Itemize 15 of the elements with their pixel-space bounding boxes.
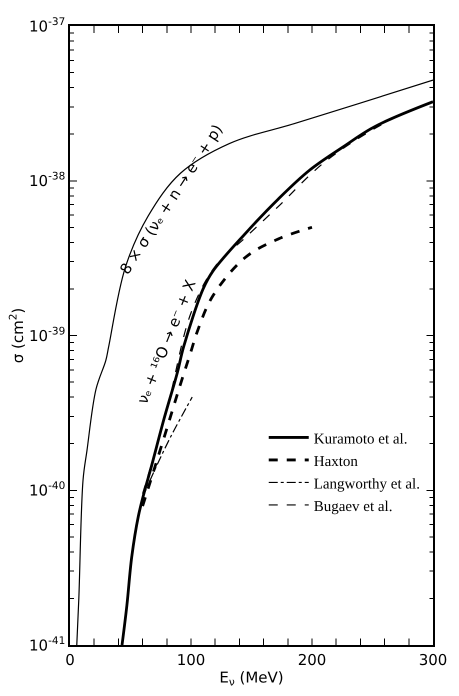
annotation: νₑ + ¹⁶O → e⁻ + X: [133, 277, 200, 407]
x-tick-label: 200: [298, 650, 326, 669]
x-tick-label: 0: [65, 650, 75, 669]
x-tick-label: 300: [418, 650, 448, 669]
y-tick-label: 10$^{-37}$: [29, 16, 66, 36]
legend-label: Kuramoto et al.: [314, 431, 408, 448]
y-tick-label: 10$^{-41}$: [29, 634, 66, 654]
y-tick-label: 10$^{-39}$: [29, 325, 66, 345]
legend-label: Langworthy et al.: [314, 476, 420, 492]
legend-label: Bugaev et al.: [314, 498, 392, 515]
legend-label: Haxton: [314, 454, 358, 470]
x-tick-label: 100: [176, 650, 206, 669]
y-tick-label: 10$^{-40}$: [29, 480, 66, 500]
x-axis-title: E$_{ν}$ (MeV): [219, 668, 284, 688]
y-tick-label: 10$^{-38}$: [29, 170, 66, 190]
